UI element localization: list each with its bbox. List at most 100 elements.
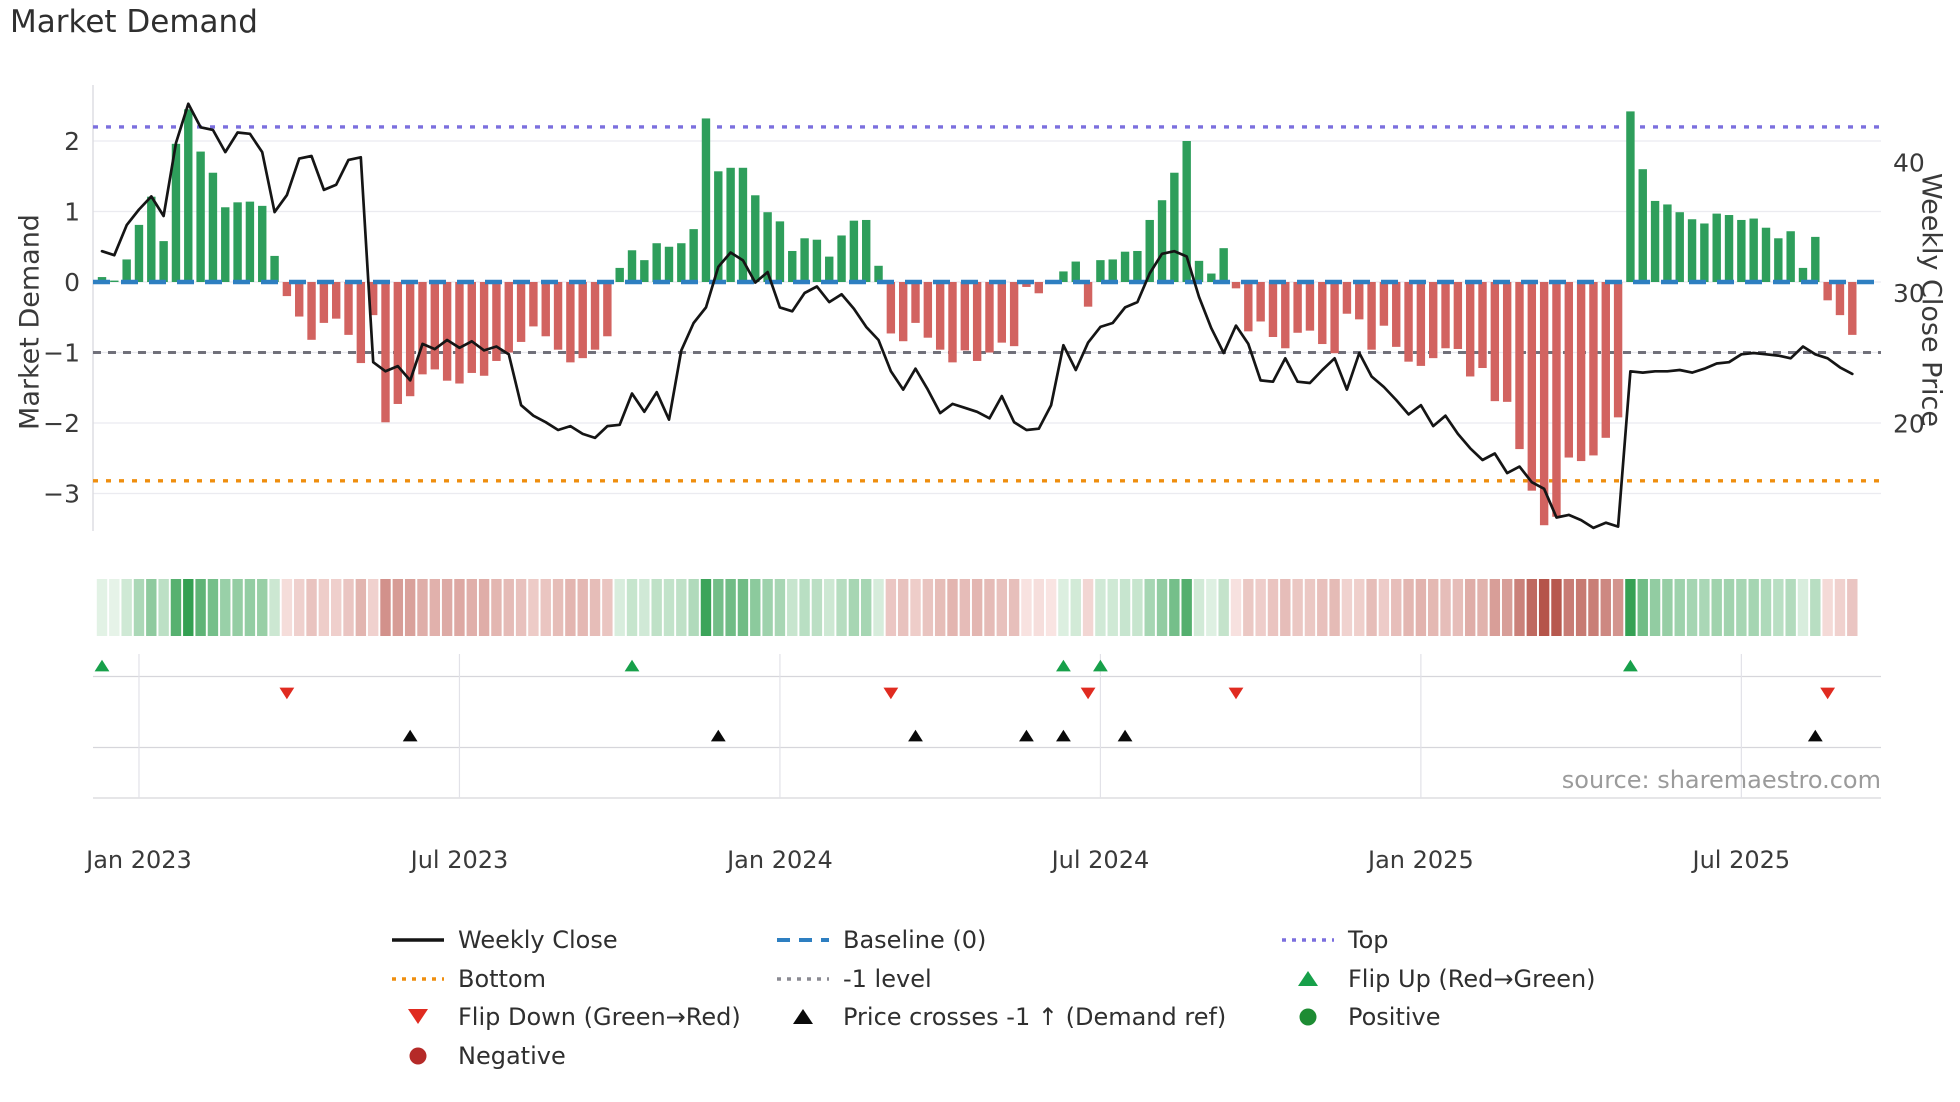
flip-up-marker [1056, 659, 1071, 672]
heatmap-cell [1489, 579, 1501, 636]
left-axis-tick: −1 [43, 339, 80, 368]
flip-down-marker [1820, 687, 1836, 700]
heatmap-cell [947, 579, 958, 636]
demand-bar [1700, 223, 1709, 282]
heatmap-cell [1428, 579, 1439, 636]
demand-bar [1268, 282, 1278, 337]
legend-swatch-line [392, 938, 444, 942]
heatmap-cell [799, 579, 810, 636]
heatmap-cell [897, 579, 909, 636]
demand-bar [1108, 259, 1117, 282]
heatmap-cell [602, 579, 613, 636]
heatmap-cell [1354, 579, 1365, 636]
legend-swatch-tri-up [793, 1009, 813, 1024]
heatmap-cell [244, 579, 256, 636]
demand-bar [603, 282, 612, 337]
heatmap-cell [429, 579, 441, 636]
heatmap-cell [910, 579, 921, 636]
demand-bar [1318, 282, 1327, 345]
demand-bar [640, 260, 649, 282]
demand-bar [1798, 267, 1808, 282]
heatmap-cell [1477, 579, 1488, 636]
flip-up-marker [1623, 659, 1638, 672]
heatmap-cell [515, 579, 527, 636]
demand-bar [1848, 282, 1857, 335]
demand-bar [1687, 219, 1697, 282]
heatmap-cell [1206, 579, 1217, 636]
heatmap-cell [885, 579, 897, 636]
legend-label: Negative [458, 1041, 566, 1070]
heatmap-cell [1415, 579, 1427, 636]
legend-item: -1 level [775, 964, 932, 994]
heatmap-cell [1773, 579, 1784, 636]
heatmap-cell [565, 579, 576, 636]
left-axis-tick: 2 [64, 127, 80, 156]
heatmap-cell [1008, 579, 1020, 636]
left-axis-label: Market Demand [14, 214, 46, 430]
demand-bar [1761, 227, 1771, 282]
demand-bar [1811, 236, 1820, 282]
legend-label: -1 level [843, 964, 932, 993]
heatmap-cell [220, 579, 231, 636]
demand-bar [652, 243, 661, 282]
demand-bar [1071, 261, 1080, 282]
heatmap-cell [195, 579, 206, 636]
demand-bar [184, 109, 193, 283]
demand-bar [1539, 282, 1549, 526]
legend-item: Positive [1280, 1002, 1441, 1032]
heatmap-cell [1193, 579, 1205, 636]
heatmap-cell [158, 579, 169, 636]
demand-bar [849, 220, 859, 282]
demand-bar [1786, 231, 1795, 282]
left-axis-tick: 0 [64, 268, 80, 297]
demand-bar [492, 282, 501, 361]
demand-bar [788, 250, 797, 282]
demand-bar [1170, 172, 1179, 282]
demand-bar [738, 167, 748, 282]
heatmap-cell [1119, 579, 1131, 636]
demand-bar [1823, 282, 1832, 301]
heatmap-cell [1785, 579, 1796, 636]
demand-bar [159, 241, 168, 282]
demand-bar [714, 171, 723, 282]
heatmap-cell [1144, 579, 1155, 636]
demand-bar [1749, 218, 1758, 282]
legend-swatch-dots [777, 976, 829, 981]
legend-item: Flip Down (Green→Red) [390, 1002, 741, 1032]
heatmap-cell [824, 579, 835, 636]
demand-bar [923, 282, 933, 338]
heatmap-cell [1169, 579, 1180, 636]
demand-bar [1613, 282, 1623, 418]
heatmap-cell [232, 579, 243, 636]
demand-bar [578, 282, 587, 359]
heatmap-cell [96, 579, 108, 636]
legend-label: Baseline (0) [843, 926, 987, 954]
heatmap-cell [774, 579, 786, 636]
heatmap-cell [1736, 579, 1747, 636]
legend-label: Price crosses -1 ↑ (Demand ref) [843, 1003, 1227, 1031]
demand-bar [516, 282, 526, 342]
heatmap-cell [1391, 579, 1402, 636]
left-axis-tick: 1 [64, 198, 80, 227]
heatmap-cell [183, 579, 194, 636]
demand-bar [553, 282, 563, 350]
x-axis-tick: Jan 2023 [84, 846, 192, 874]
heatmap-cell [478, 579, 490, 636]
demand-bar [1835, 282, 1845, 316]
heatmap-cell [1317, 579, 1328, 636]
price-cross-marker [1056, 729, 1071, 742]
legend-label: Weekly Close [458, 926, 618, 954]
price-cross-marker [710, 729, 726, 742]
demand-bar [405, 282, 415, 397]
demand-bar [1478, 282, 1487, 369]
heatmap-cell [441, 579, 453, 636]
heatmap-cell [1686, 579, 1698, 636]
legend-item: Weekly Close [390, 925, 618, 955]
heatmap-cell [503, 579, 514, 636]
x-axis-tick: Jan 2025 [1366, 846, 1474, 874]
heatmap-cell [355, 579, 367, 636]
demand-bar [825, 256, 834, 282]
demand-bar [1404, 282, 1413, 362]
heatmap-cell [1625, 579, 1636, 636]
heatmap-cell [281, 579, 293, 636]
